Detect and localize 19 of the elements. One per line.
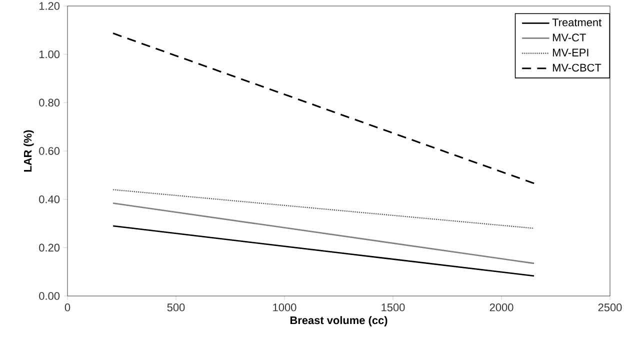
- legend-label: MV-CT: [552, 34, 586, 42]
- y-tick-label: 0.20: [39, 244, 60, 252]
- y-tick-label: 0.80: [39, 98, 60, 107]
- legend-label: MV-EPI: [552, 48, 588, 56]
- y-tick-label: 1.20: [39, 2, 60, 10]
- legend-label: MV-CBCT: [552, 64, 602, 72]
- legend-label: Treatment: [552, 18, 602, 26]
- y-tick-label: 0.60: [39, 147, 60, 155]
- x-tick-label: 0: [64, 304, 70, 312]
- y-tick-label: 0.40: [39, 195, 60, 204]
- x-tick-label: 2500: [598, 304, 622, 312]
- x-tick-label: 1500: [382, 304, 405, 312]
- x-tick-label: 2000: [490, 304, 514, 312]
- x-axis-title: Breast volume (cc): [290, 316, 388, 326]
- y-tick-label: 1.00: [39, 50, 60, 58]
- x-tick-label: 1000: [273, 304, 296, 312]
- x-tick-label: 500: [167, 304, 185, 312]
- y-axis-title: LAR (%): [24, 130, 34, 172]
- y-tick-label: 0.00: [39, 292, 60, 300]
